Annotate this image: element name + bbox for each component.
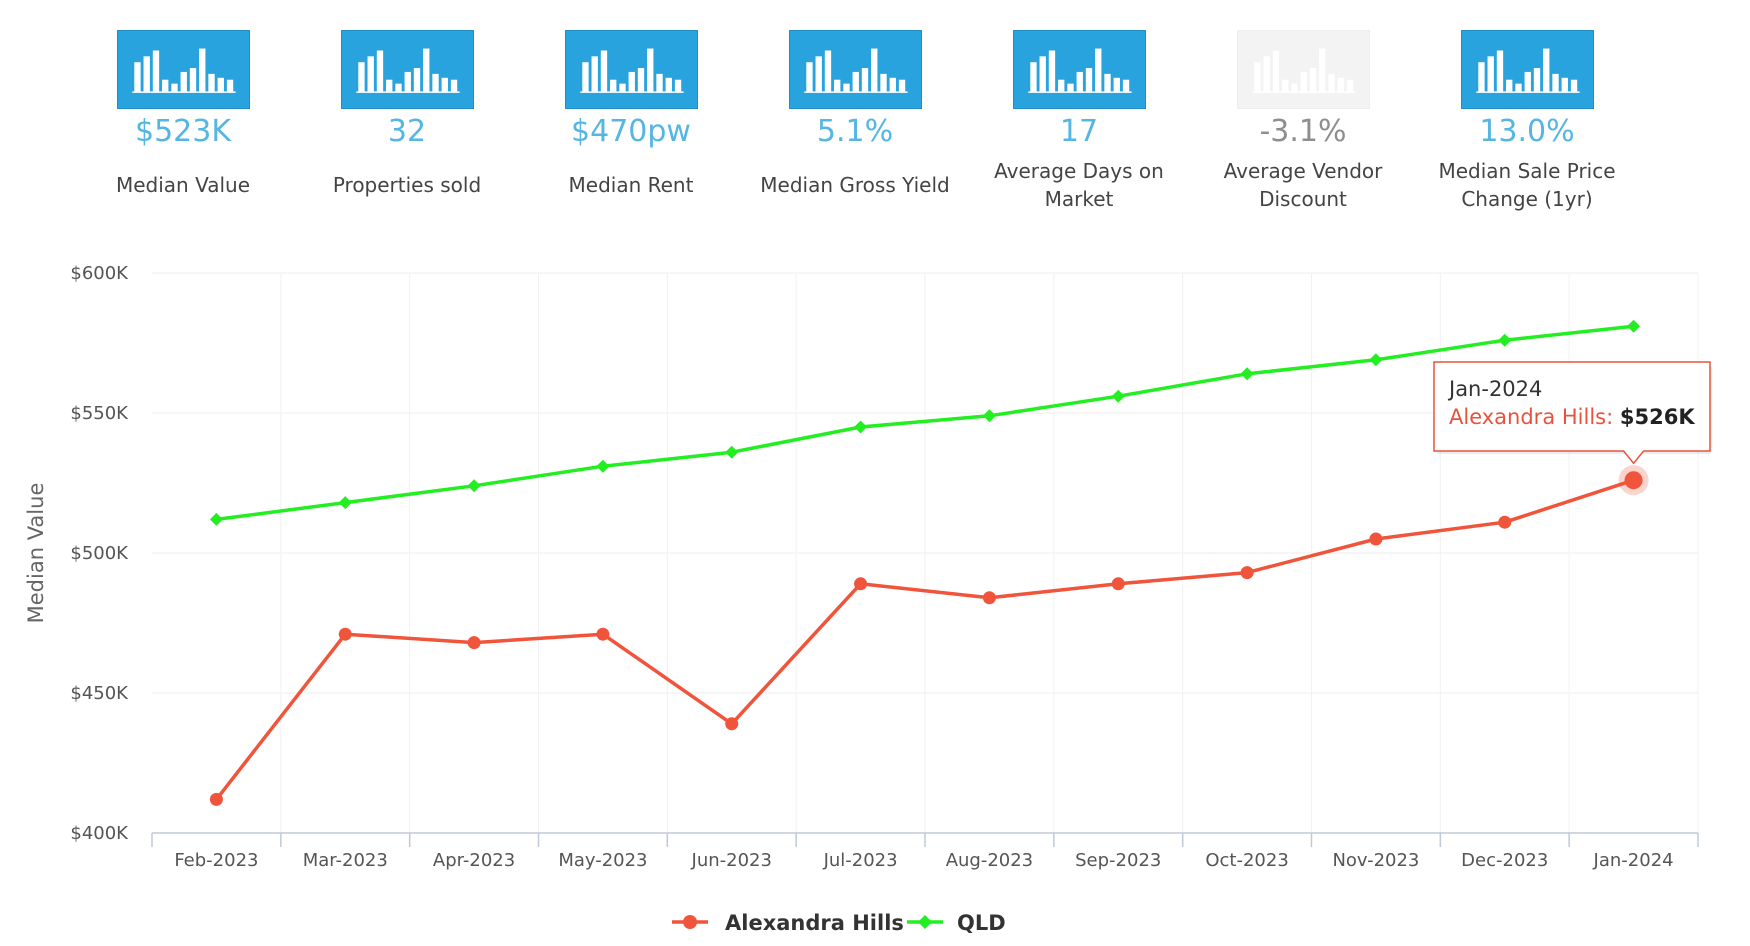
x-tick-label: Aug-2023 [946, 850, 1033, 871]
data-point-qld[interactable] [1498, 333, 1512, 347]
data-point-qld[interactable] [467, 479, 481, 493]
data-point-alexandra-hills[interactable] [596, 627, 610, 641]
stat-value: 5.1% [816, 114, 894, 149]
tooltip-date: Jan-2024 [1447, 377, 1542, 401]
x-tick-label: Apr-2023 [433, 850, 515, 871]
x-tick-label: Jul-2023 [823, 850, 898, 871]
data-point-alexandra-hills[interactable] [854, 577, 868, 591]
legend-swatch-marker [683, 915, 697, 929]
data-point-qld[interactable] [1111, 389, 1125, 403]
data-point-alexandra-hills[interactable] [467, 636, 481, 650]
x-tick-label: Nov-2023 [1332, 850, 1419, 871]
data-point-alexandra-hills[interactable] [1624, 471, 1643, 490]
tooltip-series: Alexandra Hills [1449, 405, 1606, 429]
data-point-alexandra-hills[interactable] [209, 792, 223, 806]
stat-value: $523K [134, 114, 232, 149]
bar-chart-icon [1460, 30, 1594, 109]
stat-value: $470pw [571, 114, 691, 149]
bar-chart-icon [564, 30, 698, 109]
y-axis-title: Median Value [24, 483, 48, 624]
series-line-qld[interactable] [214, 324, 1636, 522]
data-point-qld[interactable] [1627, 319, 1641, 333]
y-tick-label: $400K [70, 823, 129, 844]
stat-5[interactable]: -3.1% Average Vendor Discount [1191, 30, 1415, 216]
legend-item-qld[interactable]: QLD [907, 911, 1006, 935]
stat-0[interactable]: $523K Median Value [71, 30, 295, 216]
bar-chart-icon [116, 30, 250, 109]
median-value-chart: $400K $450K $500K $550K $600K Feb-2023 Mar-202… [24, 263, 1712, 935]
stat-6[interactable]: 13.0% Median Sale Price Change (1yr) [1415, 30, 1639, 216]
bar-chart-icon [1236, 30, 1370, 109]
stat-label: Average Vendor Discount [1223, 159, 1383, 211]
legend-swatch-marker [918, 915, 932, 929]
y-tick-label: $450K [70, 683, 129, 704]
y-tick-label: $500K [70, 543, 129, 564]
tooltip-value: $526K [1620, 405, 1695, 429]
legend-label: QLD [957, 911, 1006, 935]
data-point-alexandra-hills[interactable] [725, 717, 739, 731]
stat-4[interactable]: 17 Average Days on Market [967, 30, 1191, 216]
stats-bar: $523K Median Value 32 Properties sold $470pw… [0, 0, 1750, 225]
data-point-qld[interactable] [1369, 353, 1383, 367]
data-point-qld[interactable] [1240, 367, 1254, 381]
bar-chart-icon [340, 30, 474, 109]
stat-1[interactable]: 32 Properties sold [295, 30, 519, 216]
data-point-qld[interactable] [338, 496, 352, 510]
bar-chart-icon [788, 30, 922, 109]
stat-label: Median Rent [568, 173, 694, 197]
data-point-alexandra-hills[interactable] [1240, 566, 1254, 580]
data-point-alexandra-hills[interactable] [338, 627, 352, 641]
legend: Alexandra Hills QLD [672, 911, 1006, 935]
data-point-qld[interactable] [596, 459, 610, 473]
stat-label: Median Gross Yield [760, 173, 950, 197]
tooltip-separator: : [1606, 405, 1620, 429]
data-point-qld[interactable] [854, 420, 868, 434]
data-point-qld[interactable] [982, 409, 996, 423]
x-tick-label: Sep-2023 [1075, 850, 1161, 871]
data-point-alexandra-hills[interactable] [982, 591, 996, 605]
x-tick-label: Feb-2023 [174, 850, 258, 871]
x-tick-label: Oct-2023 [1205, 850, 1288, 871]
x-tick-label: Jun-2023 [691, 850, 772, 871]
stat-value: 32 [387, 114, 427, 149]
x-tick-label: May-2023 [558, 850, 647, 871]
legend-item-alexandra-hills[interactable]: Alexandra Hills [672, 911, 904, 935]
stat-label: Average Days on Market [994, 159, 1164, 211]
stat-label: Median Value [115, 173, 251, 197]
stat-value: 17 [1059, 114, 1099, 149]
stat-value: 13.0% [1479, 114, 1575, 149]
stat-label: Median Sale Price Change (1yr) [1438, 159, 1616, 211]
stat-2[interactable]: $470pw Median Rent [519, 30, 743, 216]
data-point-alexandra-hills[interactable] [1111, 577, 1125, 591]
y-tick-label: $550K [70, 403, 129, 424]
x-tick-label: Mar-2023 [303, 850, 388, 871]
tooltip: Jan-2024 Alexandra Hills: $526K [1433, 361, 1712, 465]
stat-label: Properties sold [332, 173, 482, 197]
stat-value: -3.1% [1259, 114, 1347, 149]
data-point-alexandra-hills[interactable] [1369, 532, 1383, 546]
legend-label: Alexandra Hills [725, 911, 904, 935]
x-tick-label: Dec-2023 [1461, 850, 1548, 871]
bar-chart-icon [1012, 30, 1146, 109]
stat-3[interactable]: 5.1% Median Gross Yield [743, 30, 967, 216]
series-line-alexandra-hills[interactable] [214, 478, 1636, 802]
data-point-qld[interactable] [725, 445, 739, 459]
data-point-qld[interactable] [209, 512, 223, 526]
y-tick-label: $600K [70, 263, 129, 284]
data-point-alexandra-hills[interactable] [1498, 515, 1512, 529]
tooltip-line: Alexandra Hills: $526K [1449, 405, 1695, 429]
tooltip-box [1433, 361, 1711, 465]
x-tick-label: Jan-2024 [1593, 850, 1674, 871]
